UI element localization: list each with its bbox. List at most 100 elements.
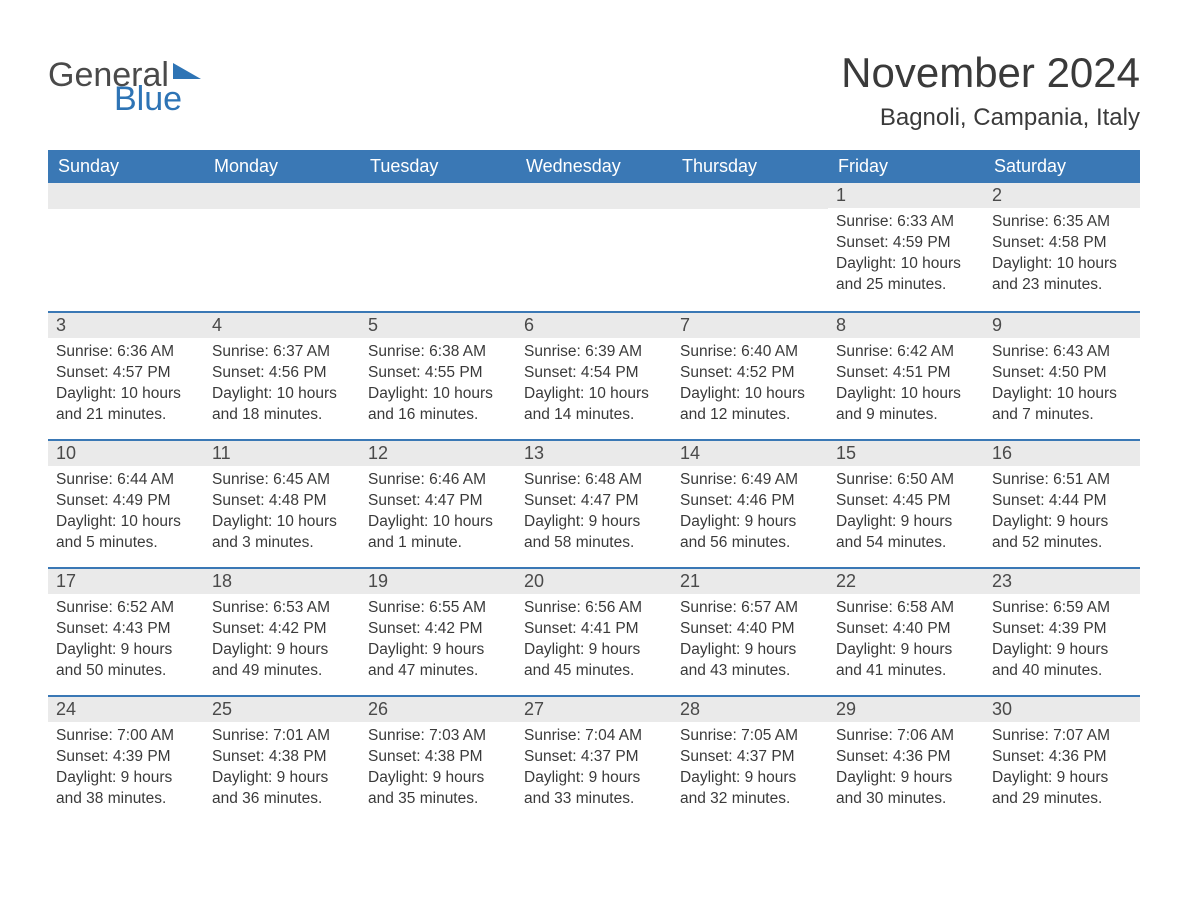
sunset-text: Sunset: 4:37 PM xyxy=(680,747,820,768)
weekday-header: Tuesday xyxy=(360,150,516,183)
day-number: 3 xyxy=(48,311,204,338)
sunset-text: Sunset: 4:40 PM xyxy=(680,619,820,640)
calendar-day-cell: 25Sunrise: 7:01 AMSunset: 4:38 PMDayligh… xyxy=(204,695,360,823)
sunrise-text: Sunrise: 6:43 AM xyxy=(992,342,1132,363)
day-number: 13 xyxy=(516,439,672,466)
daylight-line2: and 1 minute. xyxy=(368,533,508,554)
calendar-day-cell: 12Sunrise: 6:46 AMSunset: 4:47 PMDayligh… xyxy=(360,439,516,567)
month-title: November 2024 xyxy=(841,50,1140,96)
sunrise-text: Sunrise: 6:57 AM xyxy=(680,598,820,619)
calendar-day-cell: 17Sunrise: 6:52 AMSunset: 4:43 PMDayligh… xyxy=(48,567,204,695)
calendar-day-cell: 1Sunrise: 6:33 AMSunset: 4:59 PMDaylight… xyxy=(828,183,984,311)
sunrise-text: Sunrise: 6:52 AM xyxy=(56,598,196,619)
daylight-line1: Daylight: 9 hours xyxy=(680,640,820,661)
day-details: Sunrise: 6:57 AMSunset: 4:40 PMDaylight:… xyxy=(672,594,828,688)
sunrise-text: Sunrise: 6:48 AM xyxy=(524,470,664,491)
calendar-day-cell: 7Sunrise: 6:40 AMSunset: 4:52 PMDaylight… xyxy=(672,311,828,439)
calendar-day-cell xyxy=(516,183,672,311)
daylight-line1: Daylight: 9 hours xyxy=(524,512,664,533)
daylight-line2: and 36 minutes. xyxy=(212,789,352,810)
logo: General Blue xyxy=(48,50,203,116)
day-number: 6 xyxy=(516,311,672,338)
sunrise-text: Sunrise: 6:36 AM xyxy=(56,342,196,363)
day-details: Sunrise: 6:42 AMSunset: 4:51 PMDaylight:… xyxy=(828,338,984,432)
calendar-day-cell: 4Sunrise: 6:37 AMSunset: 4:56 PMDaylight… xyxy=(204,311,360,439)
sunset-text: Sunset: 4:51 PM xyxy=(836,363,976,384)
day-number: 19 xyxy=(360,567,516,594)
day-details: Sunrise: 6:46 AMSunset: 4:47 PMDaylight:… xyxy=(360,466,516,560)
day-number: 9 xyxy=(984,311,1140,338)
day-details: Sunrise: 6:59 AMSunset: 4:39 PMDaylight:… xyxy=(984,594,1140,688)
empty-day xyxy=(516,183,672,209)
sunrise-text: Sunrise: 6:49 AM xyxy=(680,470,820,491)
calendar-day-cell: 11Sunrise: 6:45 AMSunset: 4:48 PMDayligh… xyxy=(204,439,360,567)
sunrise-text: Sunrise: 7:07 AM xyxy=(992,726,1132,747)
daylight-line1: Daylight: 10 hours xyxy=(56,384,196,405)
daylight-line1: Daylight: 10 hours xyxy=(524,384,664,405)
daylight-line1: Daylight: 9 hours xyxy=(992,512,1132,533)
sunset-text: Sunset: 4:57 PM xyxy=(56,363,196,384)
daylight-line1: Daylight: 9 hours xyxy=(56,768,196,789)
calendar-day-cell: 14Sunrise: 6:49 AMSunset: 4:46 PMDayligh… xyxy=(672,439,828,567)
day-details: Sunrise: 6:33 AMSunset: 4:59 PMDaylight:… xyxy=(828,208,984,302)
sunset-text: Sunset: 4:39 PM xyxy=(56,747,196,768)
day-number: 1 xyxy=(828,183,984,208)
day-number: 15 xyxy=(828,439,984,466)
calendar-day-cell: 23Sunrise: 6:59 AMSunset: 4:39 PMDayligh… xyxy=(984,567,1140,695)
day-number: 5 xyxy=(360,311,516,338)
sunset-text: Sunset: 4:38 PM xyxy=(368,747,508,768)
daylight-line2: and 33 minutes. xyxy=(524,789,664,810)
sunrise-text: Sunrise: 6:53 AM xyxy=(212,598,352,619)
calendar-day-cell: 24Sunrise: 7:00 AMSunset: 4:39 PMDayligh… xyxy=(48,695,204,823)
daylight-line2: and 52 minutes. xyxy=(992,533,1132,554)
daylight-line2: and 5 minutes. xyxy=(56,533,196,554)
calendar-day-cell: 18Sunrise: 6:53 AMSunset: 4:42 PMDayligh… xyxy=(204,567,360,695)
sunrise-text: Sunrise: 6:45 AM xyxy=(212,470,352,491)
sunrise-text: Sunrise: 7:01 AM xyxy=(212,726,352,747)
sunset-text: Sunset: 4:39 PM xyxy=(992,619,1132,640)
day-details: Sunrise: 7:07 AMSunset: 4:36 PMDaylight:… xyxy=(984,722,1140,816)
daylight-line2: and 56 minutes. xyxy=(680,533,820,554)
sunrise-text: Sunrise: 6:55 AM xyxy=(368,598,508,619)
empty-day xyxy=(360,183,516,209)
daylight-line1: Daylight: 9 hours xyxy=(680,768,820,789)
daylight-line1: Daylight: 10 hours xyxy=(836,384,976,405)
calendar-day-cell: 29Sunrise: 7:06 AMSunset: 4:36 PMDayligh… xyxy=(828,695,984,823)
daylight-line1: Daylight: 10 hours xyxy=(212,512,352,533)
day-number: 10 xyxy=(48,439,204,466)
daylight-line2: and 43 minutes. xyxy=(680,661,820,682)
daylight-line2: and 50 minutes. xyxy=(56,661,196,682)
sunset-text: Sunset: 4:46 PM xyxy=(680,491,820,512)
daylight-line2: and 25 minutes. xyxy=(836,275,976,296)
sunrise-text: Sunrise: 6:56 AM xyxy=(524,598,664,619)
day-details: Sunrise: 6:51 AMSunset: 4:44 PMDaylight:… xyxy=(984,466,1140,560)
day-details: Sunrise: 6:56 AMSunset: 4:41 PMDaylight:… xyxy=(516,594,672,688)
day-number: 7 xyxy=(672,311,828,338)
daylight-line2: and 7 minutes. xyxy=(992,405,1132,426)
day-number: 21 xyxy=(672,567,828,594)
weekday-header: Monday xyxy=(204,150,360,183)
daylight-line1: Daylight: 9 hours xyxy=(212,768,352,789)
calendar-day-cell xyxy=(672,183,828,311)
empty-day xyxy=(48,183,204,209)
daylight-line2: and 35 minutes. xyxy=(368,789,508,810)
calendar-day-cell: 28Sunrise: 7:05 AMSunset: 4:37 PMDayligh… xyxy=(672,695,828,823)
day-details: Sunrise: 6:50 AMSunset: 4:45 PMDaylight:… xyxy=(828,466,984,560)
sunset-text: Sunset: 4:58 PM xyxy=(992,233,1132,254)
calendar-day-cell: 5Sunrise: 6:38 AMSunset: 4:55 PMDaylight… xyxy=(360,311,516,439)
daylight-line2: and 3 minutes. xyxy=(212,533,352,554)
daylight-line2: and 49 minutes. xyxy=(212,661,352,682)
daylight-line2: and 29 minutes. xyxy=(992,789,1132,810)
day-number: 22 xyxy=(828,567,984,594)
empty-day xyxy=(204,183,360,209)
sunrise-text: Sunrise: 6:42 AM xyxy=(836,342,976,363)
day-details: Sunrise: 6:39 AMSunset: 4:54 PMDaylight:… xyxy=(516,338,672,432)
sunset-text: Sunset: 4:59 PM xyxy=(836,233,976,254)
day-details: Sunrise: 6:55 AMSunset: 4:42 PMDaylight:… xyxy=(360,594,516,688)
weekday-header: Saturday xyxy=(984,150,1140,183)
calendar-week-row: 24Sunrise: 7:00 AMSunset: 4:39 PMDayligh… xyxy=(48,695,1140,823)
daylight-line1: Daylight: 9 hours xyxy=(56,640,196,661)
sunset-text: Sunset: 4:45 PM xyxy=(836,491,976,512)
day-details: Sunrise: 6:44 AMSunset: 4:49 PMDaylight:… xyxy=(48,466,204,560)
day-details: Sunrise: 7:06 AMSunset: 4:36 PMDaylight:… xyxy=(828,722,984,816)
